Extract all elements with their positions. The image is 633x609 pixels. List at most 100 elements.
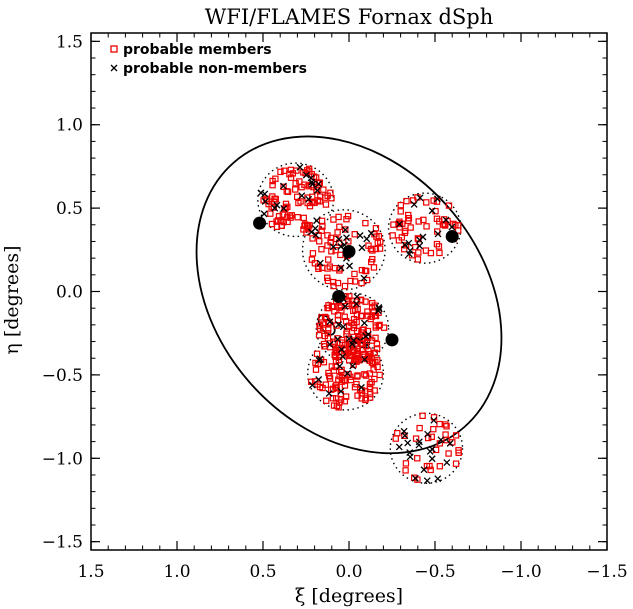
member-star (442, 431, 449, 438)
non-member-stroke (346, 262, 353, 270)
member-star (376, 371, 383, 379)
member-star (390, 221, 397, 228)
non-member-stroke (426, 447, 434, 455)
non-member-stroke (411, 474, 419, 482)
member-star (324, 265, 331, 272)
member-star (272, 175, 279, 182)
non-member-stroke (443, 459, 451, 467)
member-star (309, 250, 317, 257)
member-star (292, 186, 299, 193)
member-star (329, 303, 337, 311)
non-member-stroke (315, 356, 323, 364)
member-star (347, 277, 354, 285)
member-star (313, 350, 321, 357)
member-star (280, 218, 287, 226)
member-star (353, 311, 361, 319)
y-tick-label: 1.0 (56, 116, 83, 136)
member-star (450, 220, 457, 228)
non-member-stroke (280, 204, 288, 212)
non-member-star (325, 389, 333, 397)
member-star (442, 421, 449, 428)
member-star (452, 432, 460, 439)
member-star (354, 373, 361, 380)
legend-non-member-label: probable non-members (123, 61, 307, 77)
member-star (303, 222, 311, 229)
non-member-stroke (357, 383, 365, 391)
tick-labels: 1.5 1.0 0.5 0.0 −0.5 −1.0 −1.5 1.5 1.0 0.5 0.0 −0.5… (42, 32, 628, 582)
non-member-stroke (430, 416, 438, 424)
member-star (329, 395, 337, 402)
member-star (362, 298, 369, 305)
member-star (402, 242, 410, 249)
member-star (294, 214, 301, 221)
non-member-star (307, 174, 315, 182)
field-circle (301, 209, 386, 291)
non-member-star (313, 217, 321, 225)
member-star (433, 215, 441, 223)
non-member-star (358, 244, 366, 252)
non-member-stroke (363, 235, 371, 243)
non-member-stroke (312, 231, 320, 239)
x-tick-label: −1.5 (586, 562, 627, 582)
member-star (415, 218, 422, 225)
non-member-star (280, 204, 288, 212)
member-star (313, 187, 320, 194)
non-member-stroke (362, 332, 370, 340)
member-star (337, 396, 345, 403)
non-member-stroke (416, 194, 424, 202)
member-star (357, 296, 365, 303)
member-star (362, 372, 370, 379)
member-star (455, 449, 462, 456)
non-member-star (395, 443, 403, 451)
non-member-stroke (343, 234, 350, 242)
non-member-stroke (416, 242, 424, 250)
non-member-star (360, 319, 368, 327)
non-member-star (349, 362, 357, 370)
non-member-star (357, 383, 365, 391)
member-star (318, 227, 325, 234)
member-star (317, 193, 324, 200)
non-member-stroke (341, 241, 348, 249)
non-member-star (434, 475, 442, 483)
legend-member-label: probable members (123, 42, 272, 58)
non-member-stroke (410, 200, 418, 208)
member-star (314, 381, 321, 388)
member-star (368, 378, 375, 386)
non-member-star (305, 195, 313, 203)
non-member-stroke (406, 247, 414, 255)
non-member-stroke (339, 353, 347, 361)
non-member-stroke (428, 455, 436, 463)
member-star (368, 355, 375, 362)
non-member-star (335, 235, 343, 243)
member-star (366, 390, 374, 398)
member-star (405, 217, 412, 225)
member-star (445, 202, 453, 209)
member-star (318, 246, 325, 253)
non-member-stroke (315, 180, 323, 188)
x-tick-label: 0.5 (249, 562, 276, 582)
non-member-star (350, 336, 358, 344)
member-star (331, 308, 338, 315)
non-member-stroke (350, 336, 358, 344)
non-member-star (411, 474, 419, 482)
member-star (363, 267, 370, 275)
non-member-stroke (261, 198, 269, 205)
member-star (324, 232, 331, 239)
globular-clusters (253, 216, 459, 347)
member-star (325, 369, 332, 377)
member-star (372, 358, 379, 366)
globular-cluster (342, 244, 356, 258)
non-member-star (437, 436, 445, 444)
non-member-star (416, 242, 424, 250)
non-member-star (426, 447, 434, 455)
non-member-stroke (400, 427, 408, 435)
member-star (295, 199, 302, 207)
non-member-stroke (335, 235, 343, 243)
member-star (277, 168, 284, 176)
globular-cluster (445, 229, 459, 243)
non-member-stroke (405, 239, 413, 247)
non-member-star (315, 376, 323, 383)
member-star (362, 219, 369, 227)
non-member-star (428, 455, 436, 463)
non-member-star (401, 241, 409, 249)
